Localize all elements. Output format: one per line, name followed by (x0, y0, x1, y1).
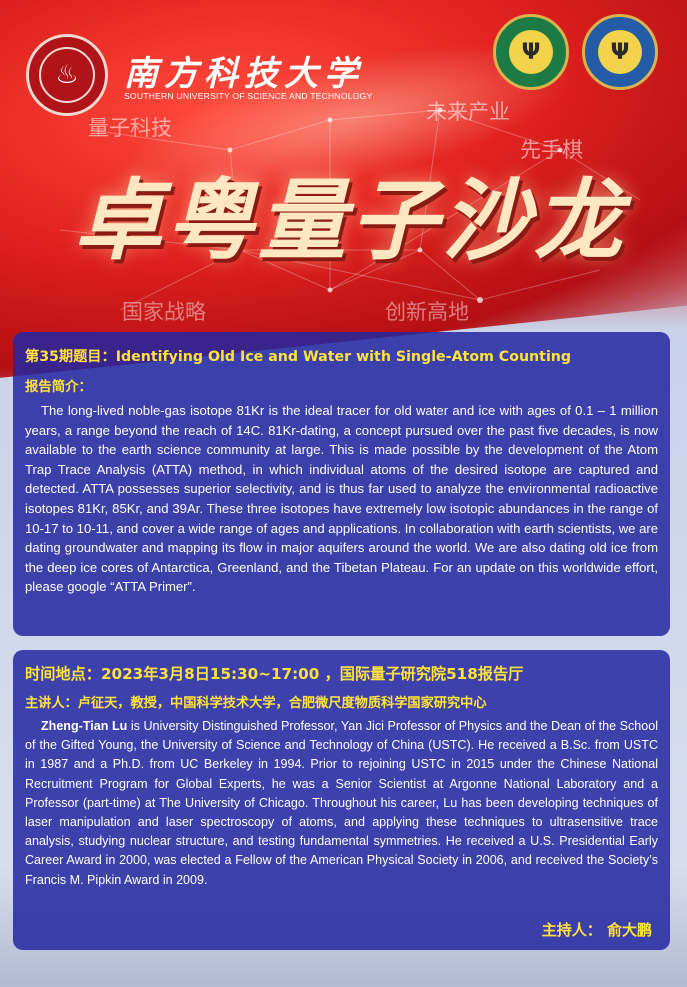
torch-icon: ♨ (39, 47, 95, 103)
time-place: 时间地点：2023年3月8日15:30~17:00 ，国际量子研究院518报告厅 (25, 665, 524, 683)
lecture-title: Identifying Old Ice and Water with Singl… (115, 349, 572, 365)
partner-emblem-green: Ψ (493, 14, 569, 90)
speaker-bio-text: is University Distinguished Professor, Y… (25, 719, 658, 887)
lecture-title-prefix: 第35期题目： (25, 349, 116, 365)
lecture-title-line: 第35期题目：Identifying Old Ice and Water wit… (25, 346, 658, 366)
partner-emblem-blue: Ψ (582, 14, 658, 90)
emblem-icon: Ψ (509, 30, 553, 74)
speaker-line: 主讲人：卢征天，教授，中国科学技术大学，合肥微尺度物质科学国家研究中心 (25, 696, 487, 711)
network-lines-decoration (59, 107, 641, 311)
deco-word: 量子科技 (88, 116, 172, 140)
speaker-name: Zheng-Tian Lu (41, 719, 128, 733)
event-title: 卓粤量子沙龙 (73, 168, 626, 272)
abstract-text: The long-lived noble-gas isotope 81Kr is… (25, 403, 659, 595)
host-line: 主持人： 俞大鹏 (541, 921, 652, 939)
deco-word: 国家战略 (122, 300, 206, 324)
details-panel: 时间地点：2023年3月8日15:30~17:00 ，国际量子研究院518报告厅… (13, 650, 670, 950)
speaker-bio: Zheng-Tian Lu is University Distinguishe… (25, 717, 658, 890)
university-name-en: SOUTHERN UNIVERSITY OF SCIENCE AND TECHN… (124, 91, 373, 101)
deco-word: 创新高地 (385, 300, 469, 324)
university-logo: ♨ (26, 34, 108, 116)
lecture-panel: 第35期题目：Identifying Old Ice and Water wit… (13, 332, 670, 636)
deco-word: 未来产业 (426, 100, 510, 124)
university-name-cn: 南方科技大学 (124, 54, 364, 94)
emblem-icon: Ψ (598, 30, 642, 74)
abstract-label: 报告简介： (25, 380, 92, 395)
deco-word: 先手棋 (520, 138, 583, 162)
